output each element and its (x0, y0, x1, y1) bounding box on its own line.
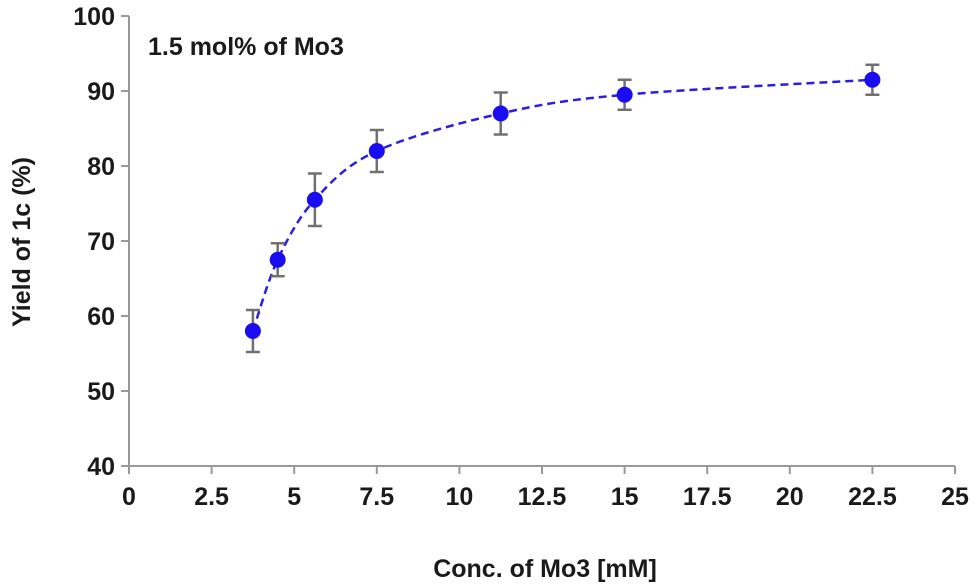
y-tick-label: 90 (87, 78, 115, 106)
data-points (244, 71, 881, 339)
x-tick-label: 2.5 (194, 483, 229, 511)
data-point (306, 191, 323, 208)
data-point (368, 143, 385, 159)
y-tick-label: 50 (87, 378, 115, 406)
x-tick-label: 20 (776, 483, 804, 511)
error-bars (245, 63, 880, 354)
x-tick-label: 25 (941, 483, 969, 511)
x-tick-label: 10 (445, 483, 473, 511)
annotation-label: 1.5 mol% of Mo3 (148, 33, 344, 61)
x-tick-label: 12.5 (518, 483, 567, 511)
data-point (864, 71, 881, 88)
data-point (492, 105, 509, 122)
x-tick-label: 7.5 (359, 483, 394, 511)
x-tick-label: 22.5 (848, 483, 897, 511)
y-tick-label: 70 (87, 228, 115, 256)
y-tick-label: 100 (73, 3, 115, 31)
fit-curve-line (251, 78, 873, 332)
x-tick-label: 5 (287, 483, 301, 511)
y-tick-label: 60 (87, 303, 115, 331)
x-tick-label: 17.5 (683, 483, 732, 511)
tick-labels: 40 50 60 70 80 90 100 0 2.5 5 7.5 10 12.5 15 17.5 20 22.… (73, 3, 969, 511)
y-tick-label: 80 (87, 153, 115, 181)
fit-curve (251, 78, 873, 332)
y-tick-label: 40 (87, 453, 115, 481)
data-point (616, 86, 633, 103)
x-tick-label: 15 (611, 483, 639, 511)
x-axis-title: Conc. of Mo3 [mM] (433, 555, 657, 583)
x-tick-label: 0 (122, 483, 136, 511)
data-point (244, 323, 261, 339)
axes (121, 15, 956, 474)
data-point (269, 251, 286, 268)
y-axis-title: Yield of 1c (%) (8, 157, 36, 327)
